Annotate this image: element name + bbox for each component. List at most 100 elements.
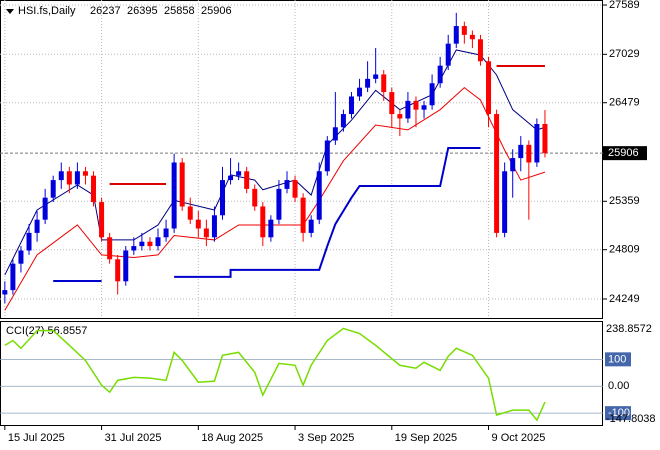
candle-body — [405, 100, 411, 119]
cci-max-label: 238.8572 — [606, 323, 652, 335]
candle-body — [381, 74, 387, 93]
candle-body — [308, 219, 314, 233]
candle-body — [526, 144, 532, 163]
current-price-label: 25906 — [608, 147, 639, 159]
y-tick-label: -100 — [608, 407, 630, 419]
x-tick-label: 31 Jul 2025 — [105, 432, 162, 444]
indicator-line — [4, 49, 546, 276]
candle-body — [268, 219, 274, 238]
y-tick-label: 24249 — [609, 293, 640, 305]
candle-body — [187, 206, 193, 220]
candle-body — [469, 34, 475, 40]
candle-body — [486, 61, 492, 115]
candle-body — [284, 180, 290, 189]
candle-body — [494, 114, 500, 233]
y-tick-label: 27589 — [609, 0, 640, 11]
candle-body — [437, 65, 443, 84]
candle-body — [155, 237, 161, 247]
cci-line — [4, 327, 546, 422]
candle-body — [228, 175, 234, 181]
candle-body — [477, 39, 483, 62]
candle-body — [203, 228, 209, 238]
candle-body — [74, 171, 80, 185]
candle-body — [421, 105, 427, 110]
candle-body — [34, 219, 40, 233]
ohlc-low: 25858 — [164, 5, 195, 17]
level-box — [605, 406, 631, 421]
candle-body — [340, 114, 346, 128]
candle-body — [252, 188, 258, 207]
x-tick-label: 3 Sep 2025 — [298, 432, 354, 444]
candle-body — [542, 124, 548, 154]
y-tick-label: 24809 — [609, 244, 640, 256]
candle-body — [99, 202, 105, 238]
y-tick-label: 0.00 — [608, 380, 629, 392]
candle-body — [18, 250, 24, 264]
candle-body — [300, 197, 306, 233]
candle-body — [445, 43, 451, 66]
candle-body — [2, 290, 8, 295]
candle-body — [389, 92, 395, 115]
candle-body — [244, 171, 250, 189]
x-tick-label: 19 Sep 2025 — [395, 432, 457, 444]
candle-body — [510, 158, 516, 172]
candle-body — [348, 96, 354, 115]
candle-body — [397, 114, 403, 119]
chart-title: HSI.fs,Daily — [18, 5, 76, 17]
candle-body — [139, 241, 145, 247]
indicator-line — [4, 87, 546, 311]
candle-body — [219, 180, 225, 216]
candle-body — [365, 78, 371, 88]
candle-body — [195, 219, 201, 229]
candle-body — [131, 246, 137, 251]
candle-body — [171, 162, 177, 229]
candle-body — [115, 259, 121, 282]
cci-panel — [0, 321, 603, 426]
x-tick-label: 18 Aug 2025 — [201, 432, 263, 444]
candle-body — [413, 100, 419, 110]
candle-body — [163, 228, 169, 238]
candle-body — [316, 171, 322, 220]
candle-body — [260, 206, 266, 238]
cci-min-label: -147.8038 — [606, 413, 656, 425]
candle-body — [357, 87, 363, 97]
candle-body — [107, 237, 113, 260]
candle-body — [453, 26, 459, 44]
candle-body — [324, 140, 330, 172]
candle-body — [66, 171, 72, 185]
candle-body — [236, 171, 242, 176]
candle-body — [42, 197, 48, 220]
candle-body — [123, 250, 129, 282]
candle-body — [292, 180, 298, 198]
candle-body — [502, 171, 508, 233]
candle-body — [179, 162, 185, 207]
candle-body — [373, 74, 379, 79]
candle-body — [534, 124, 540, 163]
main-panel — [0, 0, 603, 319]
candle-body — [58, 171, 64, 181]
indicator-line — [174, 146, 481, 278]
candle-body — [50, 180, 56, 198]
x-tick-label: 9 Oct 2025 — [492, 432, 546, 444]
y-tick-label: 25359 — [609, 195, 640, 207]
candle-body — [461, 26, 467, 35]
level-box — [605, 352, 631, 367]
ohlc-high: 26395 — [127, 5, 158, 17]
menu-arrow — [6, 9, 14, 14]
candle-body — [10, 263, 16, 291]
y-tick-label: 27029 — [609, 48, 640, 60]
candle-body — [429, 83, 435, 106]
candle-body — [91, 175, 97, 203]
y-tick-label: 26479 — [609, 97, 640, 109]
candle-body — [518, 144, 524, 159]
y-tick-label: 100 — [608, 353, 626, 365]
candle-body — [82, 171, 88, 176]
current-price-box — [603, 146, 647, 161]
candle-body — [211, 215, 217, 238]
candle-body — [147, 241, 153, 247]
candle-body — [332, 127, 338, 141]
x-tick-label: 15 Jul 2025 — [8, 432, 65, 444]
ohlc-open: 26237 — [90, 5, 121, 17]
candle-body — [276, 188, 282, 220]
